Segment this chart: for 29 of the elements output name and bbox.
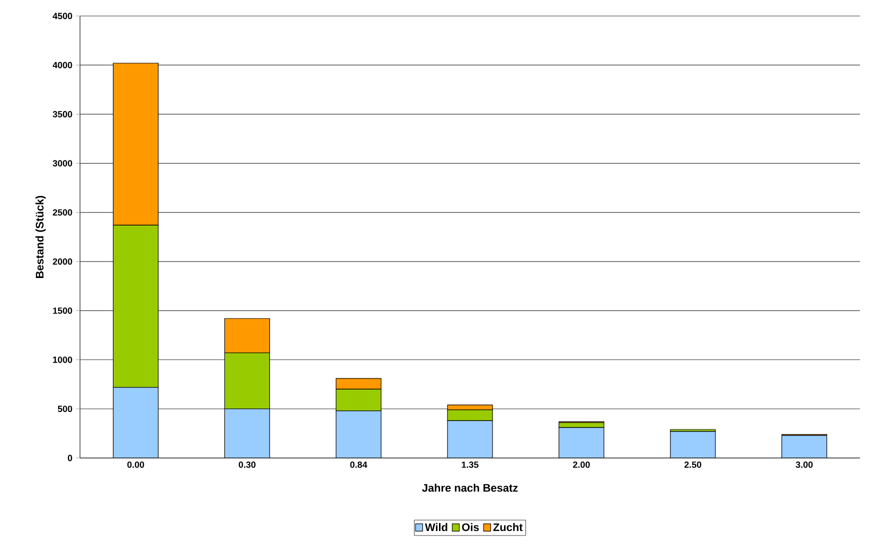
x-axis-title: Jahre nach Besatz — [422, 484, 518, 492]
y-tick-label: 4000 — [52, 62, 72, 68]
legend-label: Ois — [462, 523, 479, 532]
x-tick-label: 0.84 — [350, 462, 368, 468]
y-tick-label: 1500 — [53, 307, 72, 314]
x-tick-label: 3.00 — [796, 462, 813, 468]
bar — [224, 408, 270, 458]
x-tick-label: 2.00 — [573, 462, 590, 468]
x-tick-label: 0.30 — [238, 462, 256, 468]
y-tick-label: 3500 — [52, 111, 72, 118]
y-tick-label: 4500 — [52, 12, 72, 20]
x-tick-label: 1.35 — [462, 462, 478, 468]
bar — [670, 431, 716, 458]
bar — [558, 427, 604, 458]
legend-label: Wild — [424, 523, 448, 532]
bar — [781, 435, 828, 458]
y-tick-label: 500 — [58, 406, 72, 412]
y-tick-label: 2000 — [52, 258, 72, 265]
y-axis-title: Bestand (Stück) — [35, 196, 46, 278]
y-tick-label: 1000 — [53, 356, 72, 363]
legend-label: Zucht — [493, 523, 523, 532]
x-tick-label: 2.50 — [684, 462, 702, 468]
bar — [336, 410, 382, 458]
y-tick-label: 3000 — [52, 160, 72, 166]
x-tick-label: 0.00 — [127, 462, 144, 468]
bar — [447, 420, 493, 458]
y-tick-label: 0 — [68, 454, 72, 462]
bar — [112, 386, 159, 458]
y-tick-label: 2500 — [52, 209, 72, 216]
